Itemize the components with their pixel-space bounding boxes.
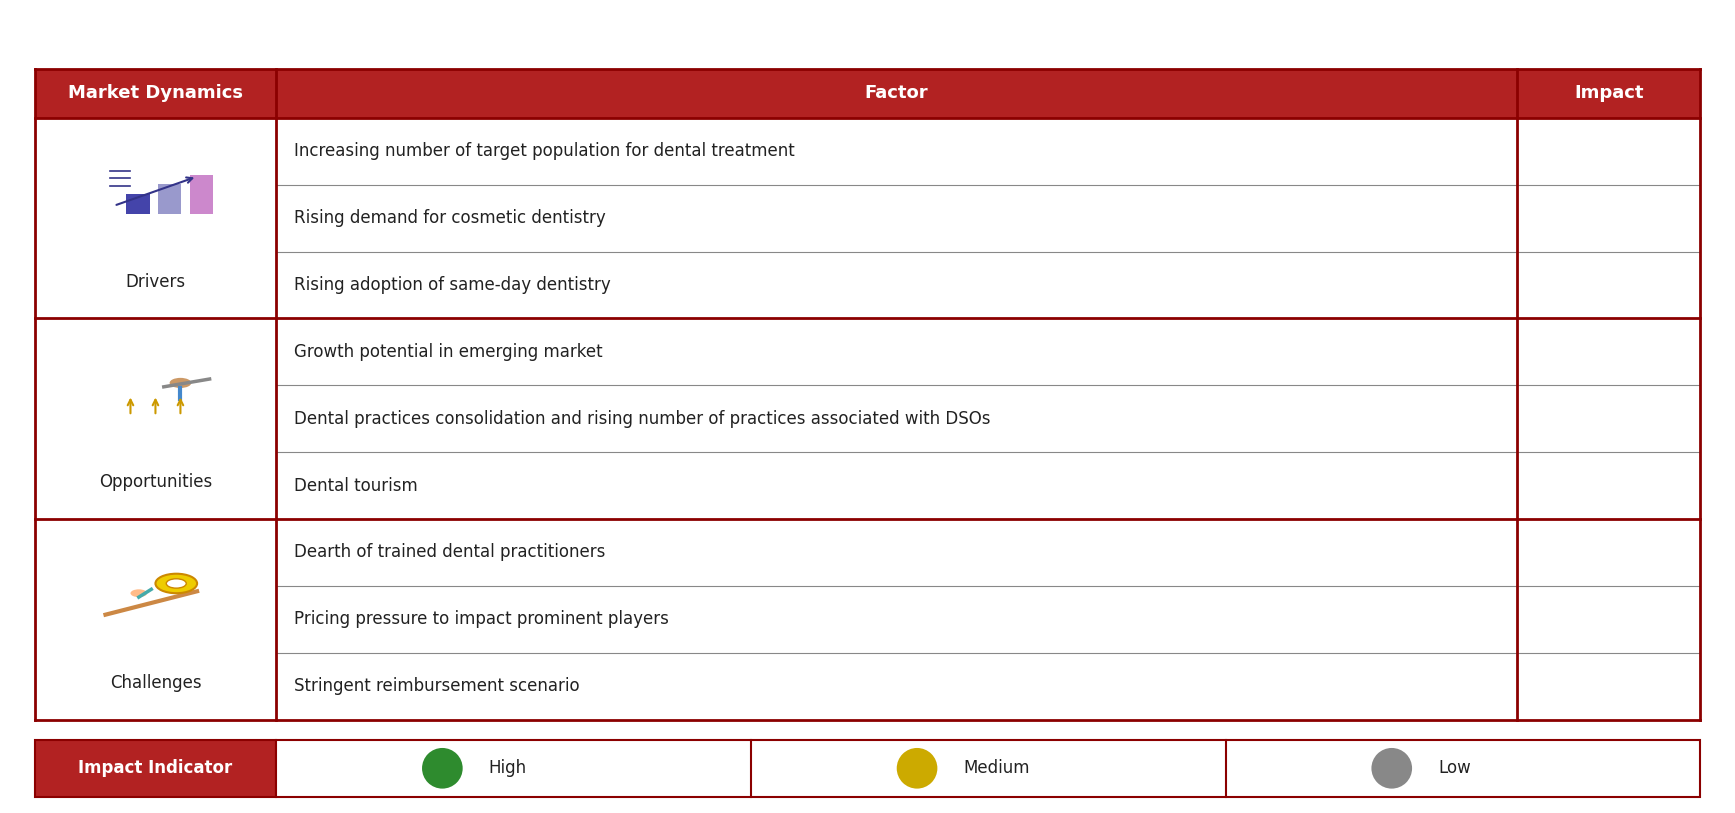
Ellipse shape <box>897 748 937 789</box>
Bar <box>1516 519 1700 720</box>
Bar <box>189 175 213 214</box>
Circle shape <box>156 574 198 593</box>
Bar <box>276 653 1516 720</box>
Text: Growth potential in emerging market: Growth potential in emerging market <box>293 343 602 361</box>
Ellipse shape <box>422 748 463 789</box>
Circle shape <box>170 378 191 388</box>
Circle shape <box>167 579 186 588</box>
Bar <box>35 740 276 797</box>
Text: Dental tourism: Dental tourism <box>293 476 418 494</box>
Bar <box>35 69 276 118</box>
Text: High: High <box>489 759 527 777</box>
Bar <box>276 452 1516 519</box>
Text: Market Dynamics: Market Dynamics <box>68 85 243 102</box>
Text: Dearth of trained dental practitioners: Dearth of trained dental practitioners <box>293 543 606 562</box>
Bar <box>35 118 276 319</box>
Bar <box>158 185 180 214</box>
Bar <box>276 740 1700 797</box>
Text: Rising adoption of same-day dentistry: Rising adoption of same-day dentistry <box>293 276 611 294</box>
Text: Pricing pressure to impact prominent players: Pricing pressure to impact prominent pla… <box>293 611 668 628</box>
Bar <box>276 519 1516 586</box>
Bar <box>276 251 1516 319</box>
Bar <box>1516 319 1700 519</box>
Bar <box>276 69 1516 118</box>
Bar <box>35 519 276 720</box>
Bar <box>276 185 1516 251</box>
Text: Opportunities: Opportunities <box>99 473 212 491</box>
Text: Drivers: Drivers <box>125 272 186 291</box>
Text: Low: Low <box>1438 759 1471 777</box>
Bar <box>127 194 149 214</box>
Text: Impact Indicator: Impact Indicator <box>78 759 232 777</box>
Bar <box>276 586 1516 653</box>
Text: Increasing number of target population for dental treatment: Increasing number of target population f… <box>293 142 795 160</box>
Bar <box>276 118 1516 185</box>
Text: Medium: Medium <box>963 759 1031 777</box>
Text: Dental practices consolidation and rising number of practices associated with DS: Dental practices consolidation and risin… <box>293 410 991 428</box>
Text: Rising demand for cosmetic dentistry: Rising demand for cosmetic dentistry <box>293 209 606 227</box>
Text: Impact: Impact <box>1574 85 1643 102</box>
Text: Challenges: Challenges <box>109 674 201 692</box>
Ellipse shape <box>1371 748 1412 789</box>
Text: Factor: Factor <box>864 85 928 102</box>
Bar <box>1516 118 1700 319</box>
Text: Stringent reimbursement scenario: Stringent reimbursement scenario <box>293 677 579 695</box>
Bar <box>276 385 1516 452</box>
Circle shape <box>130 589 147 597</box>
Bar <box>35 319 276 519</box>
Bar <box>1516 69 1700 118</box>
Bar <box>276 319 1516 385</box>
